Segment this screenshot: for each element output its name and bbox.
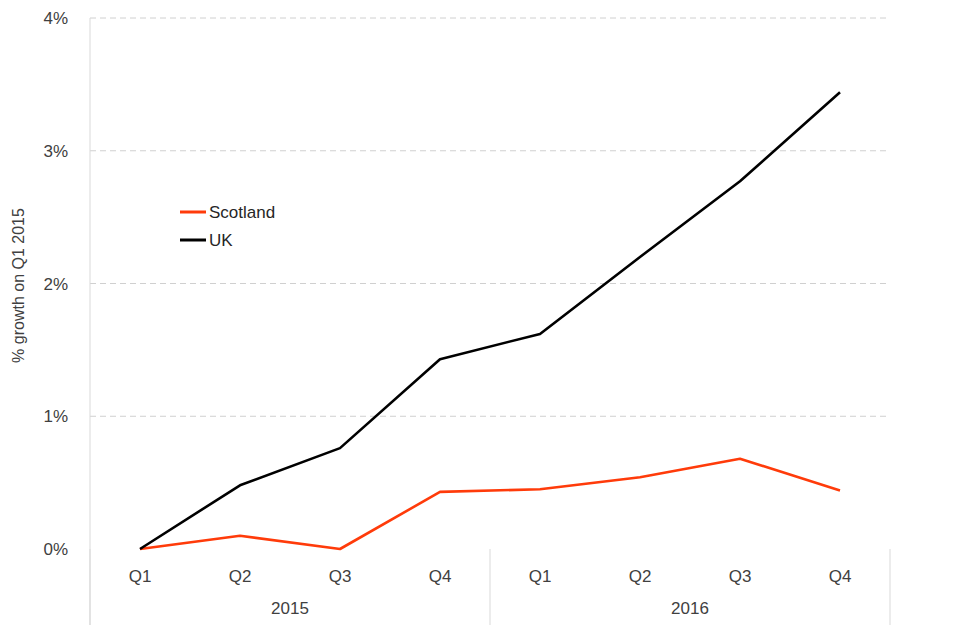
series-line bbox=[140, 459, 840, 549]
x-tick-label: Q4 bbox=[429, 567, 452, 586]
legend-label: Scotland bbox=[209, 203, 275, 222]
series-line bbox=[140, 92, 840, 549]
x-tick-label: Q3 bbox=[329, 567, 352, 586]
grid-line bbox=[90, 416, 890, 417]
legend-swatch bbox=[180, 239, 206, 242]
x-tick-label: Q1 bbox=[529, 567, 552, 586]
chart-container: 0% 1% 2% 3% 4% % growth on Q1 2015 Q1 Q2 Q3 Q4 Q1 Q… bbox=[0, 0, 959, 638]
x-tick-label: Q2 bbox=[629, 567, 652, 586]
plot-area bbox=[140, 92, 840, 549]
x-tick-label: Q4 bbox=[829, 567, 852, 586]
y-tick-label: 3% bbox=[43, 142, 68, 161]
y-tick-label: 1% bbox=[43, 407, 68, 426]
grid-line bbox=[90, 283, 890, 284]
y-tick-label: 0% bbox=[43, 540, 68, 559]
y-tick-label: 4% bbox=[43, 9, 68, 28]
y-tick-label: 2% bbox=[43, 275, 68, 294]
group-label: 2015 bbox=[271, 599, 309, 618]
chart-svg: 0% 1% 2% 3% 4% % growth on Q1 2015 Q1 Q2 Q3 Q4 Q1 Q… bbox=[0, 0, 959, 638]
y-axis-title: % growth on Q1 2015 bbox=[10, 208, 27, 363]
grid-line bbox=[90, 18, 890, 19]
group-separator bbox=[90, 549, 91, 625]
group-label: 2016 bbox=[671, 599, 709, 618]
group-separator bbox=[890, 549, 891, 625]
x-tick-label: Q3 bbox=[729, 567, 752, 586]
x-tick-label: Q2 bbox=[229, 567, 252, 586]
x-tick-label: Q1 bbox=[129, 567, 152, 586]
legend-swatch bbox=[180, 211, 206, 214]
grid-line bbox=[90, 150, 890, 151]
legend-label: UK bbox=[209, 231, 233, 250]
y-axis-line bbox=[90, 18, 91, 625]
group-separator bbox=[490, 549, 491, 625]
